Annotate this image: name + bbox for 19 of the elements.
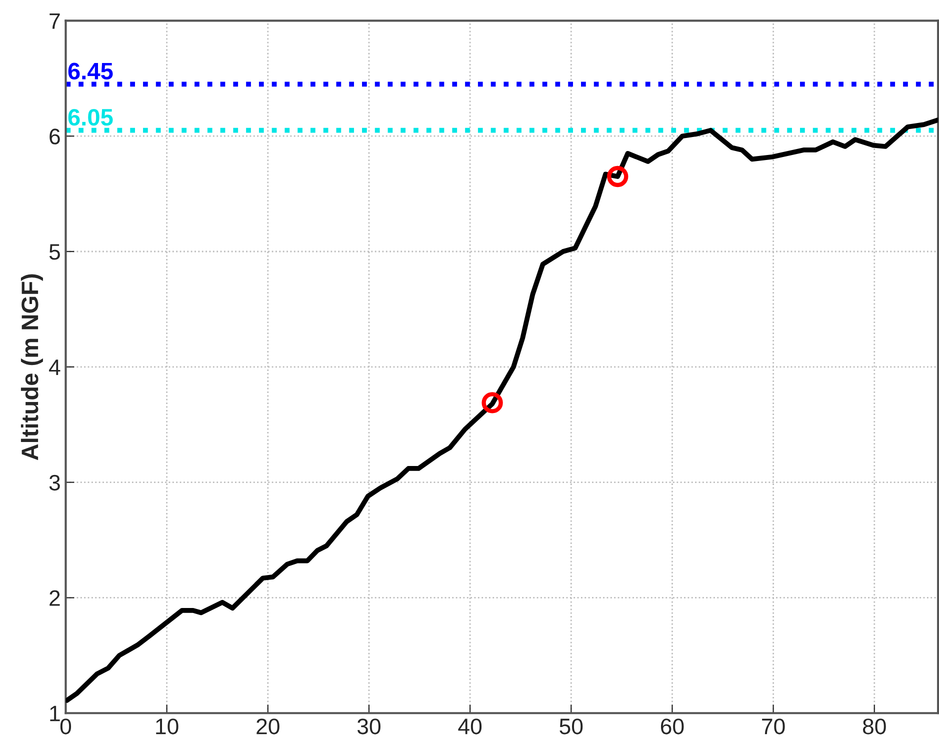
- x-tick-label: 20: [256, 718, 280, 734]
- x-tick-label: 0: [60, 718, 72, 734]
- x-tick-label: 60: [660, 718, 684, 734]
- ref-line-label: 6.05: [68, 108, 113, 126]
- x-tick-label: 10: [156, 718, 178, 734]
- x-tick-label: 50: [560, 718, 583, 734]
- y-axis-title: Altitude (m NGF): [20, 274, 43, 460]
- x-tick-label: 30: [357, 718, 380, 734]
- x-tick-label: 80: [862, 718, 886, 734]
- y-tick-label: 4: [49, 360, 60, 375]
- y-tick-label: 7: [50, 13, 60, 29]
- y-tick-label: 6: [50, 128, 60, 144]
- y-tick-label: 2: [50, 590, 60, 606]
- y-tick-label: 3: [49, 474, 60, 491]
- x-tick-label: 70: [762, 718, 785, 734]
- y-tick-label: 1: [50, 706, 60, 722]
- x-tick-label: 40: [458, 718, 482, 734]
- ref-line-label: 6.45: [68, 62, 113, 80]
- y-tick-label: 5: [49, 244, 60, 260]
